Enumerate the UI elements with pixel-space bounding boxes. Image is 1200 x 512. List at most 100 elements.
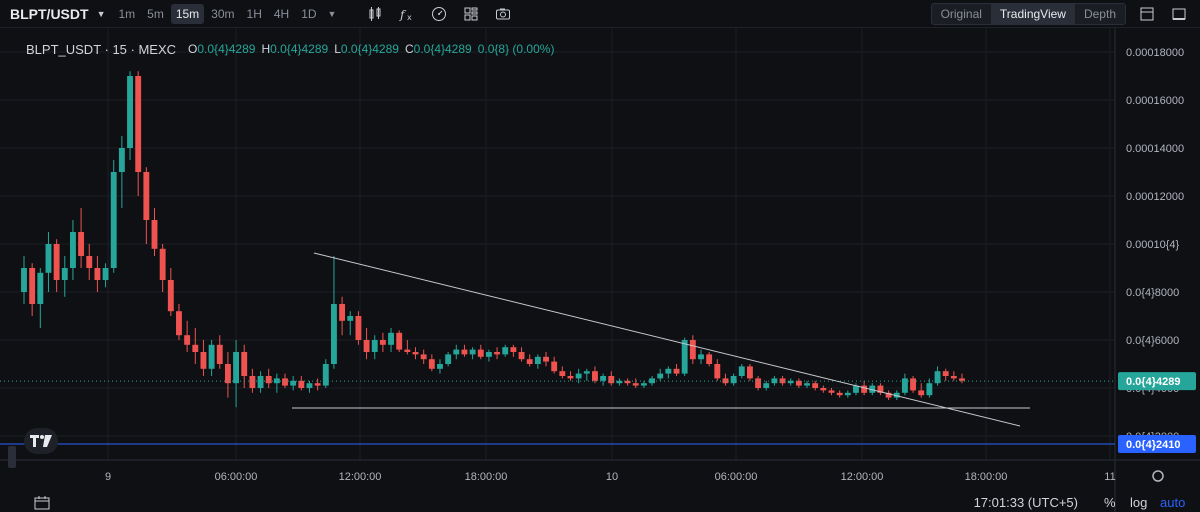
interval-15m[interactable]: 15m [170,3,205,24]
candle-body-36 [314,383,321,386]
candle-body-9 [94,268,101,280]
candle-body-84 [706,354,713,364]
interval-bar: 1m 5m 15m 30m 1H 4H 1D [113,3,321,24]
view-tradingview[interactable]: TradingView [990,4,1075,24]
candle-body-70 [592,371,598,381]
price-tick-label: 0.00014000 [1126,143,1184,155]
symbol-dropdown-caret-icon[interactable]: ▼ [96,8,106,19]
candle-body-112 [934,371,941,384]
candle-body-113 [942,371,949,376]
candle-body-92 [771,378,778,384]
interval-1h[interactable]: 1H [246,6,262,21]
candle-body-80 [673,368,680,374]
candle-body-0 [21,268,27,292]
candle-body-16 [151,220,158,249]
candle-body-52 [445,354,452,364]
candle-body-109 [910,378,916,391]
candle-body-87 [730,376,737,384]
candle-body-21 [192,344,199,352]
view-switch: Original TradingView Depth [930,3,1126,25]
candle-body-76 [640,383,647,386]
fullscreen-icon[interactable] [1170,5,1188,23]
candle-body-90 [755,378,762,388]
time-tick-label: 9 [105,471,111,483]
candle-body-105 [877,385,884,393]
view-depth[interactable]: Depth [1083,7,1116,21]
candle-body-82 [689,340,696,360]
candle-body-22 [200,352,207,369]
legend-close-value: 0.0{4}4289 [413,42,472,56]
calendar-icon[interactable] [34,496,50,512]
candle-body-94 [787,380,794,384]
symbol-selector[interactable]: BLPT/USDT [10,5,89,22]
candle-body-2 [37,272,44,304]
utc-clock[interactable]: 17:01:33 (UTC+5) [973,495,1078,510]
candle-body-13 [127,76,133,148]
candle-body-46 [396,332,403,350]
candle-body-99 [828,390,835,393]
legend-symbol: BLPT_USDT · 15 · MEXC [26,42,177,57]
price-tick-label: 0.00018000 [1126,47,1184,59]
time-tick-label: 12:00:00 [339,471,382,483]
legend-high-label: H [261,42,271,56]
candle-body-37 [322,364,329,386]
candle-body-45 [388,332,394,345]
percent-scale-toggle[interactable]: % [1104,495,1116,510]
interval-30m[interactable]: 30m [211,6,235,21]
candle-body-96 [804,383,810,386]
interval-1d[interactable]: 1D [301,6,317,21]
candlestick-chart[interactable]: 0.00018000 0.00016000 0.00014000 0.00012000… [0,28,1200,512]
candle-body-61 [518,352,525,360]
interval-5m[interactable]: 5m [147,6,164,21]
templates-grid-icon[interactable] [462,5,480,23]
layout-window-icon[interactable] [1138,5,1156,23]
candle-body-4 [53,244,60,280]
candle-body-60 [510,347,517,352]
candle-body-85 [714,364,721,379]
time-tick-label: 11 [1104,471,1115,483]
candle-body-47 [404,349,411,352]
candle-body-51 [437,364,443,369]
time-tick-label: 18:00:00 [465,471,508,483]
candle-body-49 [420,354,427,360]
scroll-left-handle[interactable] [8,446,16,468]
tradingview-logo-icon[interactable] [24,428,58,454]
candle-body-29 [257,376,264,388]
candle-body-64 [543,356,549,362]
candle-body-38 [331,304,337,364]
candle-body-24 [216,344,223,364]
candle-body-103 [861,385,868,393]
interval-4h[interactable]: 4H [273,6,290,21]
price-tick-label: 0.0{4}6000 [1126,335,1179,347]
view-original[interactable]: Original [940,7,982,21]
speedometer-icon[interactable] [430,5,448,23]
legend-low-label: L [334,42,341,56]
camera-icon[interactable] [494,5,512,23]
candlestick-type-icon[interactable] [366,5,384,23]
candle-body-1 [29,268,36,304]
legend-close-label: C [404,42,414,56]
legend-open-value: 0.0{4}4289 [197,42,256,56]
candle-body-12 [118,148,125,172]
candle-body-101 [844,392,851,396]
interval-1m[interactable]: 1m [118,6,136,21]
time-tick-label: 06:00:00 [715,471,758,483]
interval-dropdown-caret-icon[interactable]: ▼ [327,8,337,19]
axis-settings-gear-icon[interactable] [1152,470,1164,482]
candle-body-25 [224,364,231,384]
log-scale-toggle[interactable]: log [1130,495,1148,510]
candle-body-17 [159,248,166,280]
candle-body-66 [559,371,566,376]
auto-scale-toggle[interactable]: auto [1160,495,1186,510]
candle-body-57 [485,352,492,357]
candle-body-59 [502,347,509,355]
candle-body-6 [70,232,76,268]
chart-area[interactable]: 0.00018000 0.00016000 0.00014000 0.00012000… [0,28,1200,512]
candle-body-104 [869,385,876,393]
candle-body-30 [265,376,272,384]
candle-body-74 [624,380,631,384]
horizontal-line-badge [1118,435,1196,453]
window-icons [1138,5,1188,23]
candle-body-83 [698,354,704,360]
